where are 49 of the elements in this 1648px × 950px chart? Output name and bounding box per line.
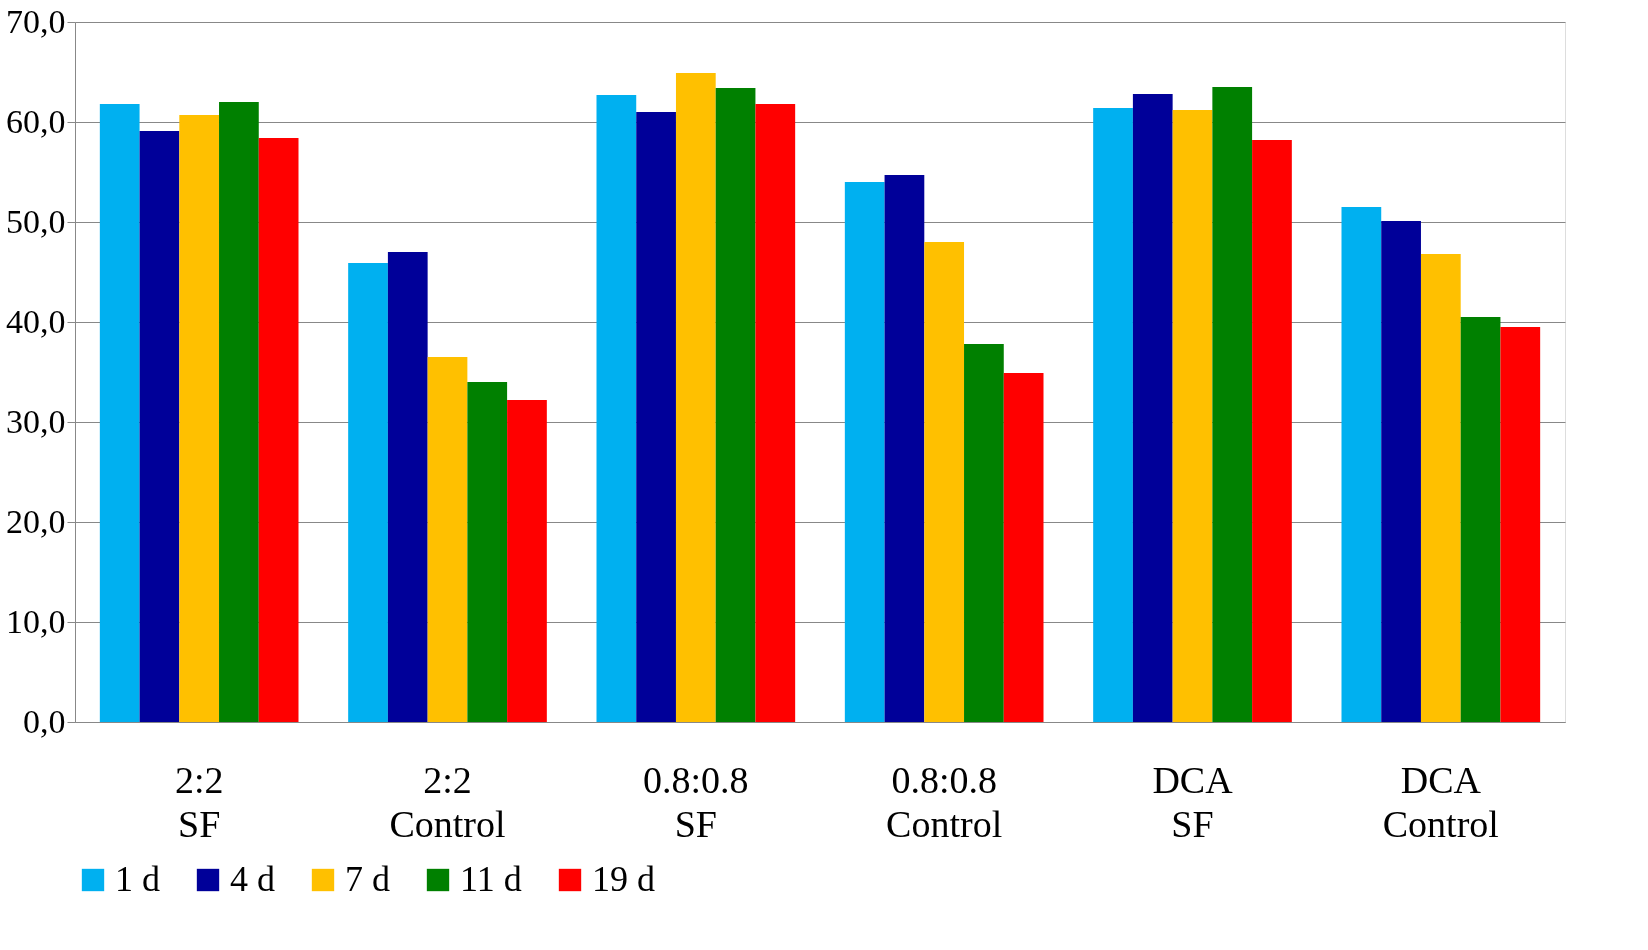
x-tick-label: 0.8:0.8 SF [643,758,749,845]
x-tick-label: 2:2 SF [174,758,224,845]
legend-label: 19 d [592,859,655,899]
bar [1381,221,1421,722]
bar [387,252,428,722]
legend-label: 1 d [115,859,160,899]
bar [1420,254,1461,722]
x-tick-label: 2:2 Control [389,758,506,845]
bar [179,115,220,722]
y-tick-label: 20,0 [6,502,66,540]
bar [1500,327,1541,722]
bar [1093,108,1133,722]
y-tick-label: 30,0 [6,402,66,440]
bar [427,357,468,722]
y-tick-label: 0,0 [23,702,66,740]
bar [675,73,716,722]
bar [1212,87,1253,722]
y-tick-label: 40,0 [6,302,66,340]
legend-label: 7 d [345,859,390,899]
bar [636,112,676,722]
bar [467,382,508,722]
bar [884,175,925,722]
bar [964,344,1004,722]
bar [924,242,965,722]
bar [1003,373,1044,722]
bar [1460,317,1501,722]
legend-label: 4 d [230,859,275,899]
bar [348,263,388,722]
x-tick-label: DCA Control [1382,758,1499,845]
bar [1172,110,1213,722]
y-tick-label: 50,0 [6,202,66,240]
bar [507,400,547,722]
bar [1132,94,1173,722]
bar [258,138,299,722]
bar [139,131,180,722]
x-tick-label: DCA SF [1152,758,1234,845]
bar [844,182,885,722]
y-tick-label: 60,0 [6,102,66,140]
bar [596,95,637,722]
x-tick-label: 0.8:0.8 Control [886,758,1003,845]
bar [715,88,756,722]
bar [99,104,140,722]
legend-label: 11 d [460,859,522,899]
y-tick-label: 10,0 [6,602,66,640]
bar [1341,207,1382,722]
bar [1252,140,1292,722]
bar [755,104,796,722]
y-tick-label: 70,0 [6,2,66,40]
bar [219,102,259,722]
